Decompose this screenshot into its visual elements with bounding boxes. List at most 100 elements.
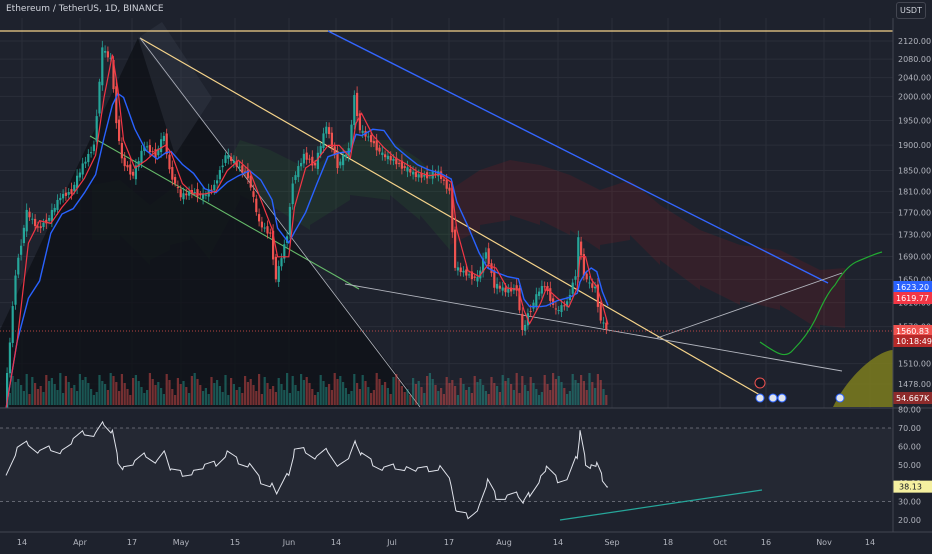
volume-bar — [347, 394, 350, 405]
volume-bar — [67, 382, 70, 405]
volume-bar — [325, 387, 328, 405]
y-tick-label: 1850.00 — [898, 167, 931, 176]
volume-bar — [176, 378, 179, 405]
x-tick-label: 15 — [230, 538, 240, 547]
candle-body — [188, 191, 191, 196]
candle-body — [406, 167, 409, 172]
volume-bar — [104, 384, 107, 405]
candle-body — [210, 189, 213, 191]
volume-bar — [182, 381, 185, 405]
volume-bar — [557, 376, 560, 405]
x-tick-label: Jul — [386, 538, 397, 547]
candle-body — [140, 150, 143, 164]
sma-value-label-bg — [893, 281, 932, 293]
volume-bar — [294, 385, 297, 405]
candle-body — [353, 95, 356, 126]
trend-line-rising — [656, 272, 843, 339]
currency-button[interactable]: USDT — [896, 2, 926, 19]
candle-body — [73, 184, 76, 192]
candle-body — [92, 144, 95, 152]
candle-body — [50, 209, 53, 222]
fan-line — [139, 37, 421, 408]
volume-bar — [588, 373, 591, 405]
candle-body — [258, 214, 261, 222]
candle-body — [59, 197, 62, 201]
volume-bar — [316, 392, 319, 405]
candle-body — [185, 193, 188, 196]
volume-bar — [524, 385, 527, 405]
calendar-event-icon — [835, 393, 845, 403]
volume-bar — [406, 389, 409, 405]
volume-bar — [400, 386, 403, 405]
volume-bar — [230, 378, 233, 405]
volume-bar — [302, 380, 305, 405]
candle-body — [375, 140, 378, 151]
volume-bar — [11, 376, 14, 405]
candle-body — [392, 158, 395, 161]
rsi-divergence-line — [559, 489, 763, 521]
volume-bar — [336, 379, 339, 405]
candle-body — [356, 92, 359, 116]
volume-bar — [412, 378, 415, 405]
volume-bar — [384, 382, 387, 405]
candle-body — [14, 275, 17, 305]
rsi-value-label-bg — [893, 480, 932, 493]
volume-bar — [39, 386, 42, 405]
candle-body — [370, 135, 373, 143]
volume-bar — [188, 393, 191, 405]
volume-bar — [493, 383, 496, 405]
candle-body — [305, 152, 308, 160]
rsi-tick-label: 50.00 — [898, 461, 921, 470]
volume-bar — [378, 379, 381, 405]
candle-body — [490, 263, 493, 274]
volume-bar — [512, 390, 515, 405]
candle-body — [288, 206, 291, 236]
candle-body — [98, 81, 101, 114]
candle-body — [62, 193, 65, 199]
candle-body — [378, 147, 381, 152]
volume-bar — [328, 384, 331, 405]
candle-body — [577, 237, 580, 278]
volume-bar — [577, 383, 580, 405]
ichimoku-cloud-segment — [660, 205, 700, 290]
x-tick-label: May — [173, 538, 190, 547]
volume-bar — [389, 394, 392, 405]
candle-body — [557, 309, 560, 311]
volume-bar — [14, 382, 17, 405]
x-tick-label: Apr — [73, 538, 88, 547]
candle-body — [109, 57, 112, 59]
volume-bar — [8, 393, 11, 405]
candle-body — [602, 322, 605, 324]
volume-bar — [456, 395, 459, 405]
candle-body — [540, 286, 543, 294]
candle-body — [308, 158, 311, 160]
y-tick-label: 2000.00 — [898, 92, 931, 101]
volume-bar — [339, 376, 342, 405]
semi-circle-shape — [833, 350, 893, 407]
volume-bar — [549, 390, 552, 405]
volume-bar — [543, 375, 546, 405]
volume-bar — [255, 391, 258, 405]
candle-body — [76, 175, 79, 189]
candle-body — [235, 161, 238, 167]
candle-body — [182, 193, 185, 200]
candle-body — [515, 285, 518, 291]
candle-body — [269, 232, 272, 234]
candle-body — [168, 154, 171, 170]
volume-bar — [434, 385, 437, 405]
volume-bar — [476, 382, 479, 405]
volume-bar — [322, 381, 325, 405]
countdown-label-bg — [893, 335, 932, 347]
volume-bar — [6, 387, 9, 405]
x-tick-label: Oct — [713, 538, 727, 547]
candle-body — [232, 160, 235, 163]
candle-body — [434, 173, 437, 175]
volume-bar — [297, 391, 300, 405]
volume-bar — [580, 375, 583, 405]
volume-bar — [311, 389, 314, 405]
volume-bar — [283, 390, 286, 405]
volume-bar — [515, 373, 518, 405]
volume-bar — [143, 393, 146, 405]
volume-bar — [269, 389, 272, 405]
